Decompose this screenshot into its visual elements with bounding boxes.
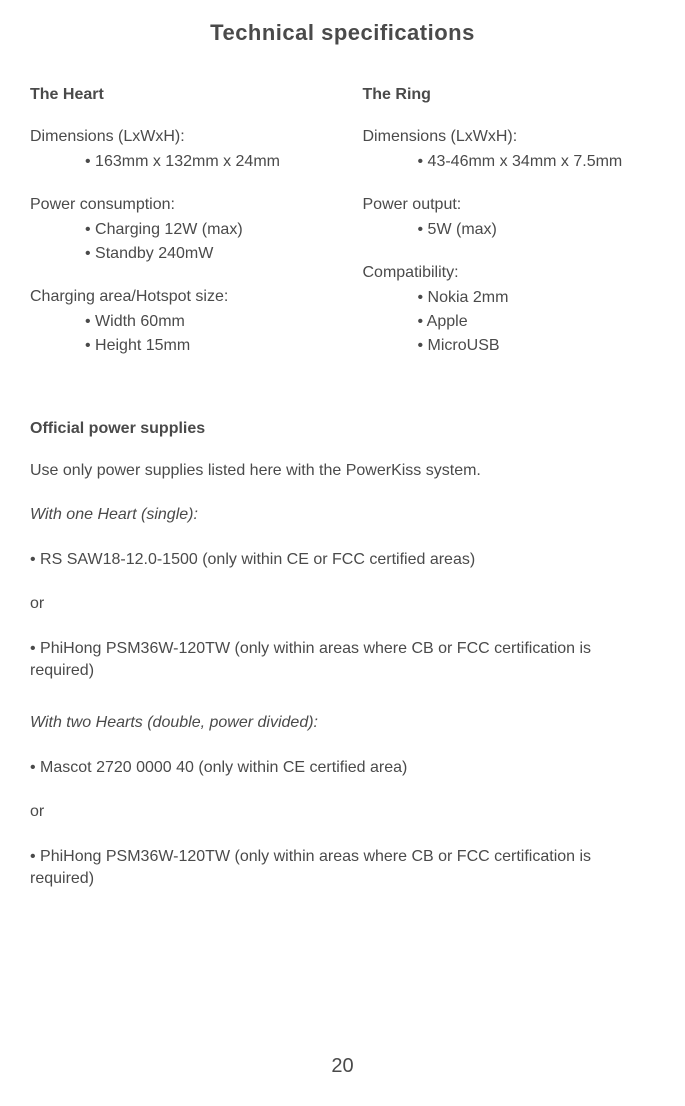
heart-dimensions-label: Dimensions (LxWxH):	[30, 128, 323, 146]
ring-compat-items: • Nokia 2mm • Apple • MicroUSB	[418, 286, 656, 358]
single-heart-label: With one Heart (single):	[30, 504, 655, 526]
ring-compat-label: Compatibility:	[363, 264, 656, 282]
ring-output-label: Power output:	[363, 196, 656, 214]
spec-item: • Charging 12W (max)	[85, 218, 323, 242]
page-title: Technical specifications	[30, 20, 655, 46]
spec-item: • MicroUSB	[418, 334, 656, 358]
double-item-2: • PhiHong PSM36W-120TW (only within area…	[30, 846, 655, 891]
heart-hotspot-items: • Width 60mm • Height 15mm	[85, 310, 323, 358]
spec-item: • 163mm x 132mm x 24mm	[85, 150, 323, 174]
spec-item: • Width 60mm	[85, 310, 323, 334]
ring-heading: The Ring	[363, 86, 656, 104]
heart-power-label: Power consumption:	[30, 196, 323, 214]
spec-item: • Standby 240mW	[85, 242, 323, 266]
spec-item: • 5W (max)	[418, 218, 656, 242]
single-item-1: • RS SAW18-12.0-1500 (only within CE or …	[30, 549, 655, 571]
heart-power-items: • Charging 12W (max) • Standby 240mW	[85, 218, 323, 266]
spec-item: • Apple	[418, 310, 656, 334]
heart-heading: The Heart	[30, 86, 323, 104]
ring-output-items: • 5W (max)	[418, 218, 656, 242]
ring-dimensions-items: • 43-46mm x 34mm x 7.5mm	[418, 150, 656, 174]
page-number: 20	[331, 1055, 353, 1078]
specs-columns: The Heart Dimensions (LxWxH): • 163mm x …	[30, 86, 655, 380]
spec-item: • 43-46mm x 34mm x 7.5mm	[418, 150, 656, 174]
heart-hotspot-label: Charging area/Hotspot size:	[30, 288, 323, 306]
double-item-1: • Mascot 2720 0000 40 (only within CE ce…	[30, 757, 655, 779]
ring-column: The Ring Dimensions (LxWxH): • 43-46mm x…	[363, 86, 656, 380]
power-supplies-heading: Official power supplies	[30, 420, 655, 438]
or-text: or	[30, 801, 655, 823]
spec-item: • Height 15mm	[85, 334, 323, 358]
single-item-2: • PhiHong PSM36W-120TW (only within area…	[30, 638, 655, 683]
spec-item: • Nokia 2mm	[418, 286, 656, 310]
heart-column: The Heart Dimensions (LxWxH): • 163mm x …	[30, 86, 323, 380]
double-heart-label: With two Hearts (double, power divided):	[30, 712, 655, 734]
heart-dimensions-items: • 163mm x 132mm x 24mm	[85, 150, 323, 174]
or-text: or	[30, 593, 655, 615]
power-supplies-section: Official power supplies Use only power s…	[30, 420, 655, 890]
power-supplies-intro: Use only power supplies listed here with…	[30, 460, 655, 482]
ring-dimensions-label: Dimensions (LxWxH):	[363, 128, 656, 146]
